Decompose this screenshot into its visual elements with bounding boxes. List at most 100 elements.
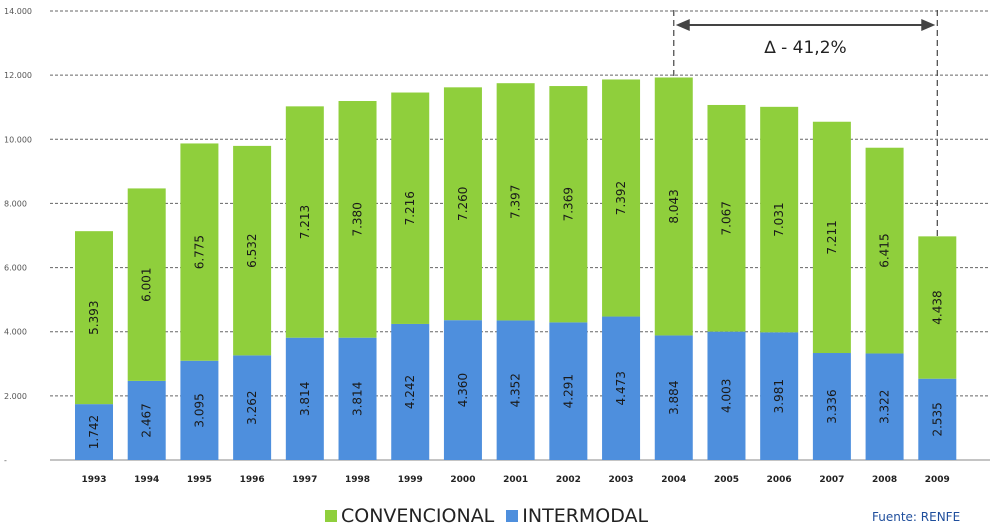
bar-label-convencional: 8.043 (667, 189, 681, 223)
bar-label-intermodal: 3.884 (667, 381, 681, 415)
bar-convencional (760, 106, 799, 333)
bar-label-convencional: 7.216 (403, 191, 417, 225)
chart-source: Fuente: RENFE (872, 510, 961, 524)
bar-label-convencional: 7.397 (509, 185, 523, 219)
bar-convencional (812, 121, 851, 354)
bar-convencional (549, 86, 588, 323)
bar-intermodal (918, 378, 957, 460)
bar-label-convencional: 7.067 (719, 201, 733, 235)
bar-convencional (865, 147, 904, 354)
bar-label-convencional: 7.211 (825, 220, 839, 254)
bar-label-intermodal: 3.814 (298, 382, 312, 416)
x-category-label: 2009 (925, 475, 950, 485)
bar-label-convencional: 7.031 (772, 202, 786, 236)
x-category-label: 2005 (714, 475, 739, 485)
bar-label-intermodal: 2.535 (930, 402, 944, 436)
x-category-label: 2000 (450, 475, 475, 485)
bar-intermodal (233, 355, 272, 460)
bar-convencional (654, 77, 693, 336)
x-category-label: 1996 (240, 475, 265, 485)
x-category-label: 2006 (767, 475, 792, 485)
legend-swatch-intermodal (506, 510, 519, 522)
bar-label-convencional: 6.001 (140, 267, 154, 301)
stacked-bar-chart: 14.00012.00010.0008.0006.0004.0002.000- … (4, 7, 990, 485)
bar-convencional (75, 231, 113, 405)
bar-convencional (180, 143, 219, 361)
bar-convencional (496, 83, 535, 321)
bar-intermodal (760, 332, 799, 460)
bar-intermodal (285, 337, 324, 460)
x-category-label: 2003 (609, 475, 634, 485)
y-tick-label: 2.000 (4, 392, 27, 401)
bar-intermodal (865, 353, 904, 460)
bar-label-intermodal: 3.336 (825, 389, 839, 423)
bar-convencional (443, 87, 482, 321)
bar-intermodal (180, 360, 219, 460)
delta-annotation: ∆ - 41,2% (673, 10, 938, 237)
bar-convencional (391, 92, 430, 324)
y-tick-label: 6.000 (4, 264, 27, 273)
x-category-label: 1995 (187, 475, 212, 485)
x-category-label: 2002 (556, 475, 581, 485)
delta-arrow-left-head (675, 19, 690, 31)
bar-intermodal (812, 353, 851, 460)
bar-label-intermodal: 4.291 (561, 374, 575, 408)
bar-convencional (918, 236, 957, 379)
bar-intermodal (707, 331, 746, 460)
legend-swatch-convencional (325, 510, 337, 522)
x-category-label: 1998 (345, 475, 370, 485)
bar-label-intermodal: 4.352 (509, 373, 523, 407)
bar-label-convencional: 7.260 (456, 187, 470, 221)
bar-label-intermodal: 3.814 (351, 382, 365, 416)
chart-bars: 1.742 5.393 2.467 6.001 3.095 6.775 3.262 6.532… (75, 77, 957, 460)
bar-convencional (285, 106, 324, 338)
bar-label-intermodal: 4.473 (614, 371, 628, 405)
x-category-label: 1993 (81, 475, 106, 485)
x-category-label: 2001 (503, 475, 528, 485)
bar-intermodal (75, 404, 113, 460)
bar-convencional (127, 188, 166, 381)
bar-label-intermodal: 3.322 (878, 390, 892, 424)
legend-label-convencional: CONVENCIONAL (341, 505, 495, 527)
bar-label-intermodal: 2.467 (140, 403, 154, 437)
delta-arrow-right-head (921, 19, 936, 31)
bar-convencional (233, 145, 272, 356)
bar-label-convencional: 4.438 (930, 290, 944, 324)
bar-label-convencional: 7.213 (298, 205, 312, 239)
chart-legend: CONVENCIONAL INTERMODAL (325, 505, 648, 527)
x-category-label: 2004 (661, 475, 686, 485)
bar-label-convencional: 7.369 (561, 187, 575, 221)
bar-intermodal (391, 323, 430, 460)
y-tick-label: 10.000 (4, 135, 32, 144)
bar-intermodal (654, 335, 693, 460)
x-category-label: 2007 (819, 475, 844, 485)
x-axis-categories: 1993 1994 1995 1996 1997 1998 1999 2000 2001 2002… (81, 475, 949, 485)
bar-intermodal (549, 322, 588, 460)
delta-annotation-label: ∆ - 41,2% (763, 38, 846, 58)
bar-label-convencional: 5.393 (87, 300, 101, 334)
x-category-label: 1997 (292, 475, 317, 485)
x-category-label: 1999 (398, 475, 423, 485)
legend-item-convencional: CONVENCIONAL (325, 505, 494, 527)
bar-intermodal (338, 337, 377, 460)
legend-label-intermodal: INTERMODAL (522, 505, 649, 527)
y-tick-label: 8.000 (4, 199, 27, 208)
bar-label-convencional: 6.415 (878, 233, 892, 267)
bar-convencional (602, 79, 641, 317)
bar-label-intermodal: 4.003 (719, 379, 733, 413)
y-axis-ticks: 14.000 12.000 10.000 8.000 6.000 4.000 2.000 - (4, 7, 32, 465)
y-tick-label: 14.000 (4, 7, 32, 16)
bar-label-convencional: 6.532 (245, 233, 259, 267)
bar-label-intermodal: 4.360 (456, 373, 470, 407)
bar-convencional (338, 100, 377, 338)
bar-label-intermodal: 3.262 (245, 391, 259, 425)
bar-label-intermodal: 3.095 (192, 393, 206, 427)
bar-label-convencional: 6.775 (192, 235, 206, 269)
legend-item-intermodal: INTERMODAL (506, 505, 648, 527)
y-tick-label: 4.000 (4, 328, 27, 337)
bar-label-intermodal: 3.981 (772, 379, 786, 413)
y-tick-label: 12.000 (4, 71, 32, 80)
bar-label-convencional: 7.392 (614, 181, 628, 215)
bar-intermodal (602, 316, 641, 460)
bar-intermodal (443, 320, 482, 460)
